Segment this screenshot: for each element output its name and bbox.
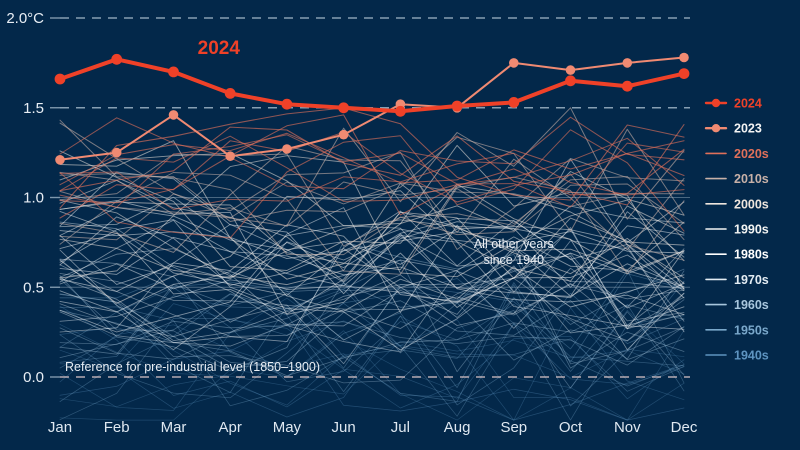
y-axis-tick-0.5: 0.5 bbox=[23, 279, 44, 296]
legend-item-1970s[interactable]: 1970s bbox=[702, 268, 794, 290]
x-axis-tick-feb: Feb bbox=[104, 419, 130, 436]
other-years-label-line1: All other years bbox=[474, 237, 554, 251]
data-point-2023-Dec bbox=[679, 52, 689, 63]
data-point-2023-Apr bbox=[225, 151, 235, 161]
series-line-2023 bbox=[59, 56, 685, 161]
legend-label-1970s: 1970s bbox=[734, 273, 769, 287]
legend-label-1980s: 1980s bbox=[734, 248, 769, 262]
x-axis-tick-aug: Aug bbox=[444, 419, 471, 436]
legend-label-2020s: 2020s bbox=[734, 147, 769, 161]
x-axis-tick-nov: Nov bbox=[614, 419, 641, 436]
data-point-2024-Dec bbox=[678, 68, 690, 79]
data-point-2024-Nov bbox=[621, 80, 633, 92]
x-axis-tick-apr: Apr bbox=[219, 419, 242, 436]
data-point-2024-Apr bbox=[224, 88, 236, 99]
legend-label-2024: 2024 bbox=[734, 97, 762, 111]
y-axis-tick-2.0: 2.0°C bbox=[6, 10, 44, 27]
series-line-2024 bbox=[58, 57, 686, 114]
pre-industrial-reference-label: Reference for pre-industrial level (1850… bbox=[65, 360, 320, 374]
data-point-2023-Jan bbox=[55, 155, 65, 165]
data-point-2023-Mar bbox=[168, 110, 179, 120]
legend-label-2023: 2023 bbox=[734, 122, 762, 136]
x-axis-tick-may: May bbox=[273, 419, 302, 436]
legend-item-1940s[interactable]: 1940s bbox=[702, 344, 794, 366]
data-point-2023-Oct bbox=[565, 65, 576, 75]
legend-label-2010s: 2010s bbox=[734, 172, 769, 186]
data-point-2024-May bbox=[281, 98, 293, 110]
data-point-2023-May bbox=[282, 144, 292, 154]
data-point-2024-Oct bbox=[565, 75, 576, 87]
legend-item-2000s[interactable]: 2000s bbox=[702, 193, 794, 215]
data-point-2024-Jun bbox=[338, 102, 349, 114]
x-axis-tick-mar: Mar bbox=[161, 419, 187, 436]
data-point-2023-Jun bbox=[338, 129, 349, 140]
legend-label-1940s: 1940s bbox=[734, 349, 769, 363]
data-point-2024-Aug bbox=[451, 100, 463, 112]
y-axis-tick-1.0: 1.0 bbox=[23, 190, 44, 207]
data-point-2023-Feb bbox=[111, 147, 122, 158]
y-axis-tick-1.5: 1.5 bbox=[23, 100, 44, 117]
legend-label-1960s: 1960s bbox=[734, 298, 769, 312]
x-axis-tick-oct: Oct bbox=[559, 419, 583, 436]
legend-item-1950s[interactable]: 1950s bbox=[702, 319, 794, 341]
x-axis-tick-jan: Jan bbox=[48, 419, 72, 436]
y-axis-tick-0.0: 0.0 bbox=[23, 369, 44, 386]
series-2024 bbox=[54, 53, 690, 117]
legend-label-1950s: 1950s bbox=[734, 323, 769, 337]
x-axis-tick-jun: Jun bbox=[332, 419, 356, 436]
legend-item-1990s[interactable]: 1990s bbox=[702, 218, 794, 240]
other-years-label-line2: since 1940 bbox=[484, 253, 545, 267]
legend-label-2000s: 2000s bbox=[734, 197, 769, 211]
legend-marker-2023 bbox=[711, 124, 721, 133]
series-2024-inline-label: 2024 bbox=[198, 38, 241, 59]
legend-item-1980s[interactable]: 1980s bbox=[702, 243, 794, 265]
data-point-2024-Sep bbox=[508, 97, 520, 108]
legend-marker-2024 bbox=[711, 98, 721, 108]
legend-item-1960s[interactable]: 1960s bbox=[702, 294, 794, 316]
data-point-2024-Jul bbox=[395, 105, 406, 117]
legend-item-2023[interactable]: 2023 bbox=[702, 117, 794, 139]
x-axis-tick-dec: Dec bbox=[671, 419, 698, 436]
x-axis-tick-jul: Jul bbox=[391, 419, 410, 436]
legend-item-2020s[interactable]: 2020s bbox=[702, 142, 794, 164]
legend-item-2024[interactable]: 2024 bbox=[702, 92, 794, 114]
x-axis-tick-sep: Sep bbox=[500, 419, 527, 436]
legend-item-2010s[interactable]: 2010s bbox=[702, 168, 794, 190]
data-point-2023-Sep bbox=[509, 58, 519, 68]
data-point-2024-Jan bbox=[54, 73, 66, 85]
data-point-2023-Nov bbox=[622, 58, 633, 68]
data-point-2024-Feb bbox=[111, 53, 123, 65]
legend-label-1990s: 1990s bbox=[734, 223, 769, 237]
data-point-2024-Mar bbox=[168, 66, 179, 78]
